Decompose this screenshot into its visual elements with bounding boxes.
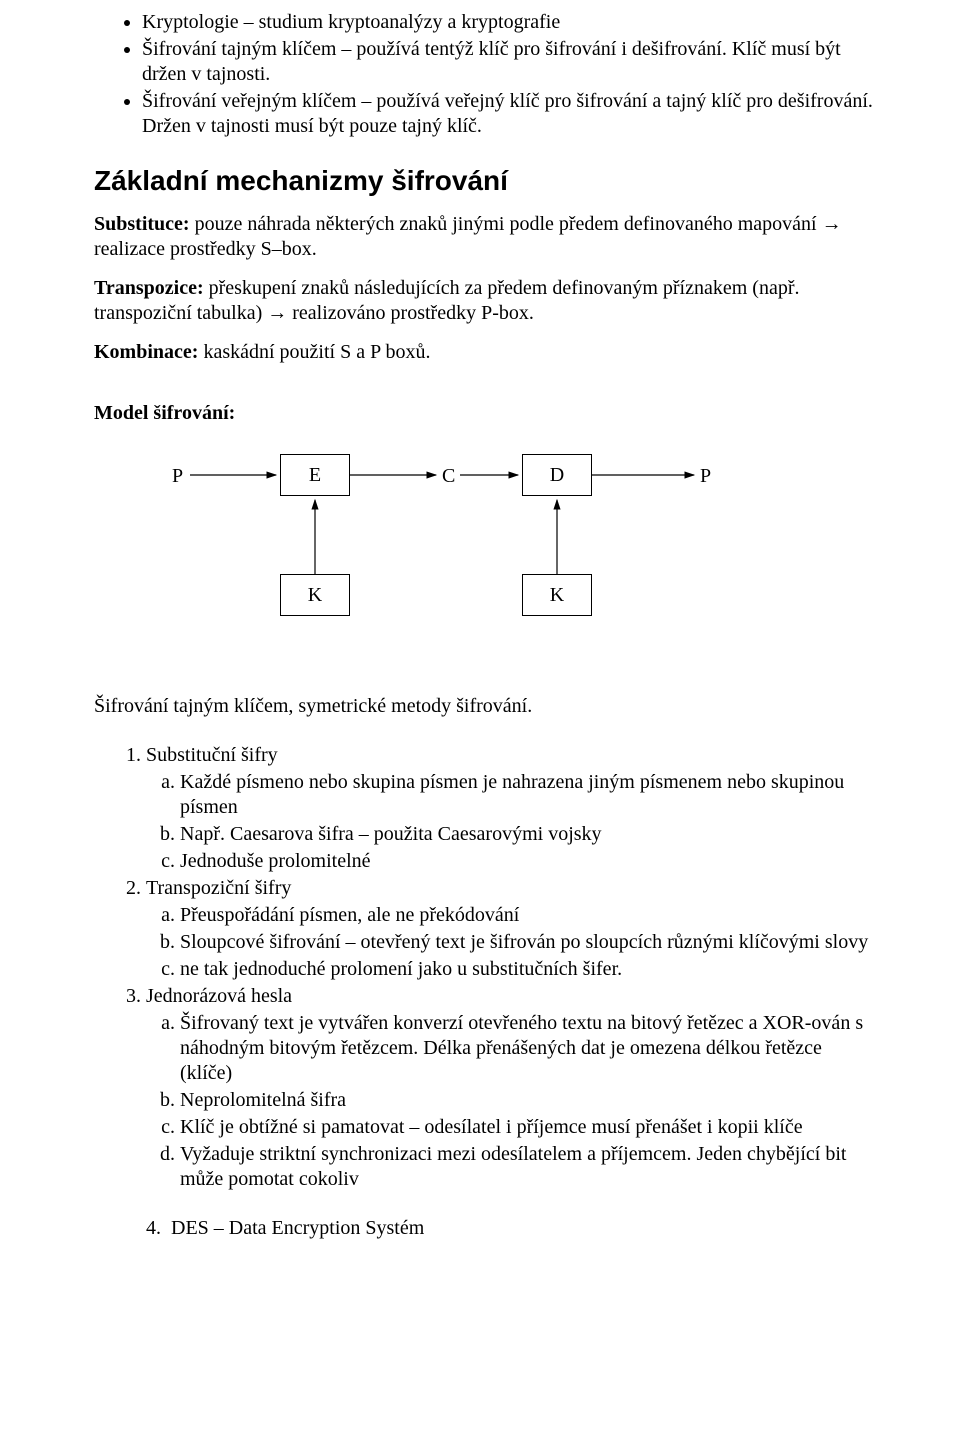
sub-item: Vyžaduje striktní synchronizaci mezi ode…: [180, 1142, 876, 1192]
model-label: Model šifrování:: [94, 401, 876, 426]
substituce-paragraph: Substituce: pouze náhrada některých znak…: [94, 212, 876, 262]
sub-item: Neprolomitelná šifra: [180, 1088, 876, 1113]
cipher-type-list: Substituční šifry Každé písmeno nebo sku…: [94, 743, 876, 1192]
list-item-label: Jednorázová hesla: [146, 985, 292, 1007]
kombinace-paragraph: Kombinace: kaskádní použití S a P boxů.: [94, 340, 876, 365]
list-item-transposition: Transpoziční šifry Přeuspořádání písmen,…: [146, 876, 876, 982]
substituce-text: pouze náhrada některých znaků jinými pod…: [94, 213, 842, 260]
list-item-des: 4. DES – Data Encryption Systém: [94, 1216, 876, 1241]
bullet-item: Šifrování veřejným klíčem – používá veře…: [142, 89, 876, 139]
substituce-label: Substituce:: [94, 213, 190, 235]
list-item-substitution: Substituční šifry Každé písmeno nebo sku…: [146, 743, 876, 874]
sub-item: Přeuspořádání písmen, ale ne překódování: [180, 903, 876, 928]
sub-item: Klíč je obtížné si pamatovat – odesílate…: [180, 1115, 876, 1140]
sub-item: Sloupcové šifrování – otevřený text je š…: [180, 930, 876, 955]
diagram-node-d: D: [522, 454, 592, 496]
diagram-node-e: E: [280, 454, 350, 496]
sub-item: Jednoduše prolomitelné: [180, 849, 876, 874]
symmetric-heading: Šifrování tajným klíčem, symetrické meto…: [94, 694, 876, 719]
sub-list: Šifrovaný text je vytvářen konverzí otev…: [146, 1011, 876, 1192]
diagram-node-c: C: [442, 464, 455, 489]
sub-item: Každé písmeno nebo skupina písmen je nah…: [180, 770, 876, 820]
diagram-node-k2: K: [522, 574, 592, 616]
encryption-model-diagram: P E C D P K K: [152, 454, 752, 664]
list-item-label: DES – Data Encryption Systém: [171, 1217, 424, 1239]
sub-list: Přeuspořádání písmen, ale ne překódování…: [146, 903, 876, 982]
diagram-node-k1: K: [280, 574, 350, 616]
sub-item: Např. Caesarova šifra – použita Caesarov…: [180, 822, 876, 847]
section-heading: Základní mechanizmy šifrování: [94, 163, 876, 198]
transpozice-paragraph: Transpozice: přeskupení znaků následujíc…: [94, 276, 876, 326]
sub-list: Každé písmeno nebo skupina písmen je nah…: [146, 770, 876, 874]
list-item-onetimepad: Jednorázová hesla Šifrovaný text je vytv…: [146, 984, 876, 1192]
kombinace-label: Kombinace:: [94, 341, 198, 363]
diagram-node-p2: P: [700, 464, 711, 489]
list-item-label: Transpoziční šifry: [146, 877, 291, 899]
list-item-label: Substituční šifry: [146, 744, 278, 766]
sub-item: Šifrovaný text je vytvářen konverzí otev…: [180, 1011, 876, 1086]
kombinace-text: kaskádní použití S a P boxů.: [198, 341, 430, 363]
transpozice-label: Transpozice:: [94, 277, 204, 299]
list-number: 4.: [146, 1217, 161, 1239]
intro-bullet-list: Kryptologie – studium kryptoanalýzy a kr…: [94, 10, 876, 139]
bullet-item: Šifrování tajným klíčem – používá tentýž…: [142, 37, 876, 87]
diagram-node-p1: P: [172, 464, 183, 489]
bullet-item: Kryptologie – studium kryptoanalýzy a kr…: [142, 10, 876, 35]
sub-item: ne tak jednoduché prolomení jako u subst…: [180, 957, 876, 982]
